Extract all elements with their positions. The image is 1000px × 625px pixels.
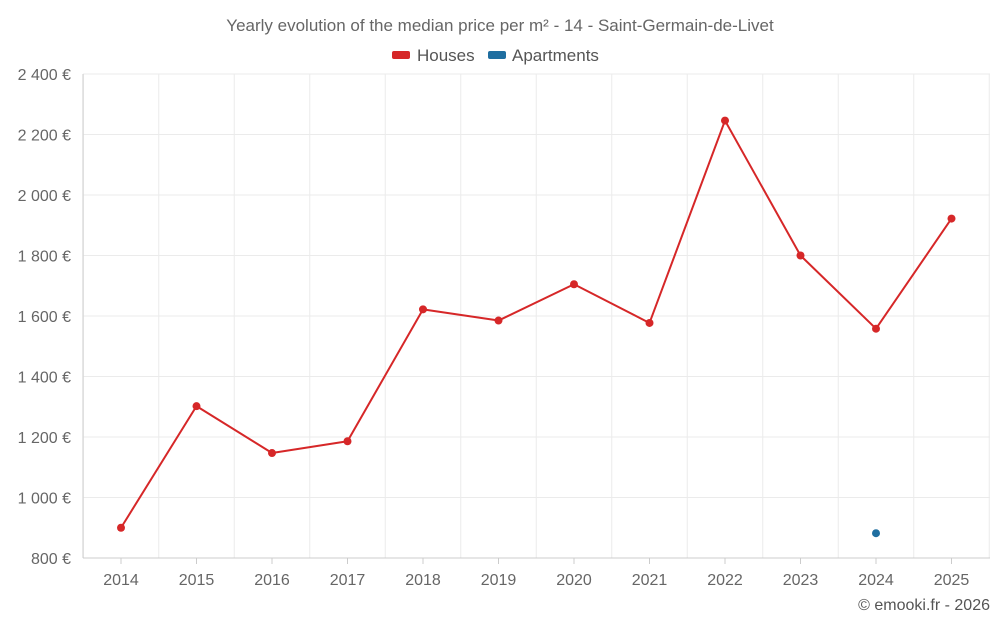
- credit-text: © emooki.fr - 2026: [858, 597, 990, 614]
- data-point-houses[interactable]: [268, 449, 276, 458]
- y-tick-label: 2 400 €: [18, 67, 71, 84]
- y-tick-label: 1 000 €: [18, 491, 71, 508]
- data-point-houses[interactable]: [796, 251, 805, 260]
- series-layer: [117, 116, 956, 538]
- axes: [82, 74, 990, 559]
- y-tick-label: 1 400 €: [18, 370, 71, 387]
- x-tick-label: 2023: [783, 572, 819, 589]
- y-tick-label: 800 €: [31, 551, 71, 568]
- legend: Houses Apartments: [392, 46, 599, 65]
- x-tick-label: 2024: [858, 572, 894, 589]
- x-tick-label: 2019: [481, 572, 517, 589]
- legend-label-apartments[interactable]: Apartments: [512, 46, 599, 65]
- y-tick-label: 1 600 €: [18, 309, 71, 326]
- x-tick-label: 2020: [556, 572, 592, 589]
- x-tick-label: 2018: [405, 572, 441, 589]
- y-tick-label: 2 200 €: [18, 128, 71, 145]
- x-tick-label: 2014: [103, 572, 139, 589]
- data-point-houses[interactable]: [494, 316, 503, 325]
- x-tick-label: 2016: [254, 572, 290, 589]
- x-axis-tick-labels: 2014 2015 2016 2017 2018 2019 2020 2021 2022 2023…: [103, 558, 969, 589]
- y-tick-label: 1 200 €: [18, 430, 71, 447]
- data-point-houses[interactable]: [947, 214, 956, 223]
- data-point-houses[interactable]: [872, 324, 880, 333]
- legend-swatch-houses[interactable]: [392, 51, 410, 59]
- vertical-gridlines: [82, 74, 990, 558]
- data-point-houses[interactable]: [117, 523, 125, 532]
- x-tick-label: 2017: [330, 572, 366, 589]
- series-line-houses: [120, 119, 953, 529]
- x-tick-label: 2021: [632, 572, 668, 589]
- legend-label-houses[interactable]: Houses: [417, 46, 475, 65]
- data-point-houses[interactable]: [192, 402, 201, 411]
- chart-title: Yearly evolution of the median price per…: [226, 16, 774, 35]
- x-tick-label: 2025: [934, 572, 970, 589]
- data-point-houses[interactable]: [343, 437, 352, 446]
- data-point-houses[interactable]: [645, 318, 654, 327]
- data-point-houses[interactable]: [721, 116, 729, 125]
- legend-swatch-apartments[interactable]: [488, 51, 506, 59]
- y-axis-tick-labels: 800 € 1 000 € 1 200 € 1 400 € 1 600 € 1 800 €…: [18, 67, 71, 568]
- x-tick-label: 2015: [179, 572, 215, 589]
- x-tick-label: 2022: [707, 572, 743, 589]
- y-tick-label: 2 000 €: [18, 188, 71, 205]
- y-tick-label: 1 800 €: [18, 249, 71, 266]
- data-point-apartments[interactable]: [872, 529, 880, 538]
- data-point-houses[interactable]: [570, 280, 578, 289]
- data-point-houses[interactable]: [419, 305, 427, 314]
